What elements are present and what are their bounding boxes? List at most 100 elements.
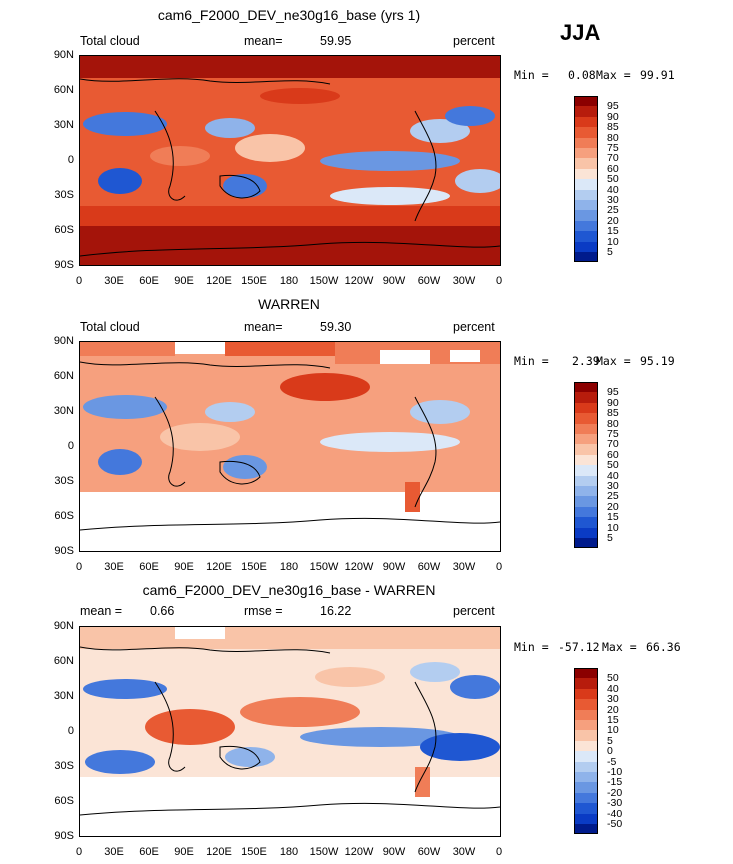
- lon-tick-label: 30E: [104, 275, 124, 287]
- max-value: 95.19: [640, 354, 675, 368]
- colorbar-level-label: 15: [607, 225, 619, 238]
- min-label: Min =: [514, 640, 549, 654]
- lon-tick-label: 90E: [174, 275, 194, 287]
- colorbar-swatch: [574, 96, 598, 107]
- colorbar-level-label: -50: [607, 818, 623, 830]
- colorbar-swatch: [574, 148, 598, 159]
- lat-tick-label: 30S: [54, 475, 74, 487]
- colorbar-level-label: 50: [607, 173, 619, 186]
- colorbar-swatch: [574, 824, 598, 835]
- colorbar-level-label: 25: [607, 490, 619, 503]
- colorbar-level-label: 0: [607, 745, 613, 758]
- lon-tick-label: 180: [279, 846, 299, 858]
- colorbar-swatch: [574, 127, 598, 138]
- colorbar-swatch: [574, 252, 598, 263]
- colorbar-swatch: [574, 678, 598, 689]
- colorbar-swatch: [574, 751, 598, 762]
- colorbar-swatch: [574, 402, 598, 414]
- lon-tick-label: 90E: [174, 561, 194, 573]
- colorbar-level-label: 60: [607, 448, 619, 461]
- season-label: JJA: [560, 20, 601, 45]
- colorbar-level-label: 15: [607, 511, 619, 524]
- lon-tick-label: 0: [75, 561, 83, 573]
- colorbar-swatch: [574, 688, 598, 700]
- mean-value: 59.95: [320, 34, 352, 48]
- mean-label: mean =: [80, 604, 123, 618]
- colorbar-level-label: 10: [607, 521, 619, 534]
- lat-tick-label: 30N: [53, 405, 74, 417]
- colorbar-level-label: 20: [607, 500, 619, 513]
- lon-tick-label: 120E: [206, 846, 232, 858]
- colorbar-level-label: 75: [607, 142, 619, 154]
- lat-tick-label: 0: [67, 440, 74, 452]
- mean-label: mean=: [244, 34, 283, 48]
- lon-tick-label: 90W: [382, 561, 406, 573]
- lat-tick-label: 90S: [54, 545, 74, 557]
- colorbar-swatch: [574, 444, 598, 455]
- lon-tick-label: 0: [495, 561, 503, 573]
- colorbar-swatch: [574, 527, 598, 538]
- lat-tick-label: 90S: [54, 830, 74, 842]
- lon-tick-label: 120E: [206, 275, 232, 287]
- colorbar-swatch: [574, 382, 598, 393]
- colorbar-swatch: [574, 465, 598, 476]
- panel-title: cam6_F2000_DEV_ne30g16_base (yrs 1): [157, 7, 421, 23]
- colorbar-swatch: [574, 241, 598, 252]
- colorbar-level-label: 10: [607, 724, 619, 737]
- map-field: [80, 342, 500, 551]
- mean-value: 0.66: [150, 604, 175, 618]
- lon-tick-label: 30E: [104, 846, 124, 858]
- colorbar-swatch: [574, 158, 598, 169]
- colorbar-level-label: 95: [607, 386, 619, 399]
- colorbar-level-label: 50: [607, 672, 619, 685]
- lat-tick-label: 90N: [53, 49, 74, 61]
- lon-tick-label: 60W: [417, 846, 441, 858]
- min-label: Min =: [514, 354, 549, 368]
- colorbar-swatch: [574, 792, 598, 804]
- colorbar-swatch: [574, 720, 598, 731]
- lon-tick-label: 60W: [417, 561, 441, 573]
- lat-tick-label: 60S: [54, 795, 74, 807]
- min-value: -57.12: [558, 640, 600, 654]
- units-label: percent: [453, 604, 495, 618]
- lon-tick-label: 180: [279, 561, 299, 573]
- lat-tick-label: 30N: [53, 119, 74, 131]
- colorbar-level-label: 95: [607, 100, 619, 113]
- lon-tick-label: 30W: [452, 275, 476, 287]
- lat-tick-label: 0: [67, 725, 74, 737]
- colorbar-swatch: [574, 220, 598, 232]
- colorbar-swatch: [574, 210, 598, 221]
- colorbar-level-label: 25: [607, 204, 619, 217]
- colorbar-level-label: 5: [607, 532, 613, 544]
- colorbar-level-label: 50: [607, 459, 619, 472]
- variable-label: Total cloud: [80, 320, 140, 334]
- lon-tick-label: 30W: [452, 561, 476, 573]
- colorbar-swatch: [574, 813, 598, 824]
- cloud-map: [79, 55, 501, 266]
- colorbar-swatch: [574, 454, 598, 466]
- panel-title: cam6_F2000_DEV_ne30g16_base - WARREN: [142, 582, 436, 598]
- max-value: 66.36: [646, 640, 681, 654]
- colorbar-swatch: [574, 506, 598, 518]
- lat-tick-label: 0: [67, 154, 74, 166]
- lon-tick-label: 150E: [241, 846, 267, 858]
- colorbar-level-label: 40: [607, 469, 619, 482]
- lat-tick-label: 90S: [54, 259, 74, 271]
- lon-tick-label: 120W: [344, 561, 374, 573]
- colorbar-swatch: [574, 740, 598, 752]
- units-label: percent: [453, 34, 495, 48]
- colorbar-swatch: [574, 486, 598, 497]
- colorbar-swatch: [574, 709, 598, 720]
- colorbar-level-label: 85: [607, 121, 619, 134]
- colorbar-level-label: -5: [607, 755, 617, 768]
- lon-tick-label: 90W: [382, 275, 406, 287]
- colorbar-level-label: 90: [607, 396, 619, 409]
- colorbar-level-label: 80: [607, 131, 619, 144]
- lon-tick-label: 150W: [309, 275, 339, 287]
- colorbar-level-label: 70: [607, 438, 619, 451]
- colorbar-level-label: 40: [607, 183, 619, 196]
- colorbar-swatch: [574, 168, 598, 180]
- colorbar-outline: [574, 382, 598, 549]
- colorbar-swatch: [574, 496, 598, 507]
- lon-tick-label: 120E: [206, 561, 232, 573]
